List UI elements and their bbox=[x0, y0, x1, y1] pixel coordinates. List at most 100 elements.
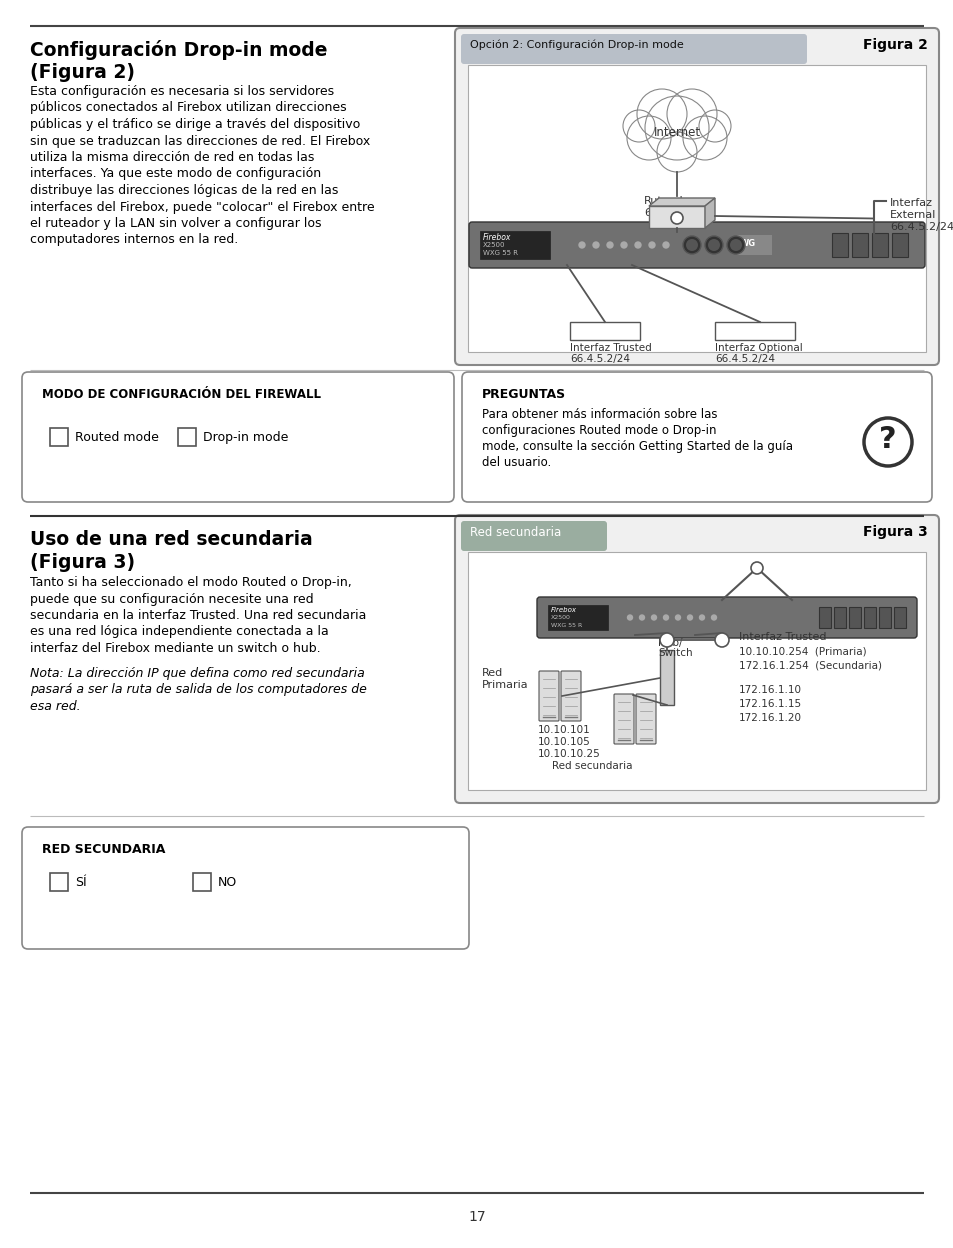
Circle shape bbox=[639, 615, 644, 620]
Circle shape bbox=[635, 242, 640, 248]
Text: External: External bbox=[889, 210, 936, 220]
Text: Internet: Internet bbox=[653, 126, 700, 140]
FancyBboxPatch shape bbox=[461, 372, 931, 502]
Text: es una red lógica independiente conectada a la: es una red lógica independiente conectad… bbox=[30, 625, 329, 639]
Circle shape bbox=[627, 615, 632, 620]
Text: Red secundaria: Red secundaria bbox=[470, 525, 560, 539]
Text: Figura 2: Figura 2 bbox=[862, 37, 927, 52]
Text: 10.10.101: 10.10.101 bbox=[537, 725, 590, 735]
Text: 10.10.105: 10.10.105 bbox=[537, 738, 590, 748]
Text: 66.4.5.1/24: 66.4.5.1/24 bbox=[643, 208, 707, 218]
Text: X2500: X2500 bbox=[482, 242, 505, 248]
FancyBboxPatch shape bbox=[460, 34, 806, 64]
Text: Configuración Drop-in mode: Configuración Drop-in mode bbox=[30, 40, 327, 60]
Bar bbox=[878, 607, 890, 628]
Bar bbox=[193, 874, 211, 891]
FancyBboxPatch shape bbox=[560, 671, 580, 721]
Text: computadores internos en la red.: computadores internos en la red. bbox=[30, 233, 238, 247]
Text: 17: 17 bbox=[468, 1211, 485, 1224]
Text: Opción 2: Configuración Drop-in mode: Opción 2: Configuración Drop-in mode bbox=[470, 39, 683, 50]
Circle shape bbox=[675, 615, 679, 620]
Bar bbox=[851, 233, 867, 257]
FancyBboxPatch shape bbox=[22, 827, 469, 948]
Bar bbox=[468, 65, 925, 352]
Circle shape bbox=[622, 110, 655, 142]
Circle shape bbox=[687, 615, 692, 620]
Circle shape bbox=[704, 236, 722, 255]
Text: SÍ: SÍ bbox=[75, 876, 87, 889]
Text: 10.10.10.254  (Primaria): 10.10.10.254 (Primaria) bbox=[739, 646, 865, 656]
Bar bbox=[871, 233, 887, 257]
Bar bbox=[50, 428, 68, 446]
Circle shape bbox=[659, 633, 673, 646]
Text: Interfaz: Interfaz bbox=[889, 198, 932, 208]
Circle shape bbox=[644, 96, 708, 160]
Text: 172.16.1.20: 172.16.1.20 bbox=[739, 713, 801, 723]
Text: Esta configuración es necesaria si los servidores: Esta configuración es necesaria si los s… bbox=[30, 85, 334, 99]
Bar bbox=[714, 322, 794, 339]
Text: Firebox: Firebox bbox=[551, 607, 577, 613]
Text: públicos conectados al Firebox utilizan direcciones: públicos conectados al Firebox utilizan … bbox=[30, 101, 346, 115]
Circle shape bbox=[682, 116, 726, 160]
Bar bbox=[178, 428, 195, 446]
Text: Drop-in mode: Drop-in mode bbox=[203, 431, 288, 444]
FancyBboxPatch shape bbox=[537, 597, 916, 638]
Text: MODO DE CONFIGURACIÓN DEL FIREWALL: MODO DE CONFIGURACIÓN DEL FIREWALL bbox=[42, 388, 320, 401]
Circle shape bbox=[648, 242, 655, 248]
Text: (Figura 2): (Figura 2) bbox=[30, 62, 135, 82]
Text: Figura 3: Figura 3 bbox=[862, 525, 927, 539]
Circle shape bbox=[657, 132, 697, 172]
Circle shape bbox=[685, 240, 698, 251]
Polygon shape bbox=[648, 198, 714, 206]
FancyBboxPatch shape bbox=[614, 694, 634, 744]
Text: esa red.: esa red. bbox=[30, 699, 81, 713]
Bar bbox=[479, 231, 550, 260]
Text: Routed mode: Routed mode bbox=[75, 431, 159, 444]
Circle shape bbox=[578, 242, 584, 248]
Text: distribuye las direcciones lógicas de la red en las: distribuye las direcciones lógicas de la… bbox=[30, 183, 338, 197]
Bar bbox=[848, 607, 861, 628]
Text: 66.4.5.2/24: 66.4.5.2/24 bbox=[889, 222, 953, 232]
Text: Interfaz Optional: Interfaz Optional bbox=[714, 343, 801, 353]
Bar bbox=[50, 874, 68, 891]
Text: interfaces. Ya que este modo de configuración: interfaces. Ya que este modo de configur… bbox=[30, 167, 321, 181]
FancyBboxPatch shape bbox=[469, 222, 924, 268]
Bar bbox=[569, 322, 639, 339]
Text: Uso de una red secundaria: Uso de una red secundaria bbox=[30, 530, 313, 549]
Bar bbox=[833, 607, 845, 628]
Circle shape bbox=[651, 615, 656, 620]
Text: Ruteador: Ruteador bbox=[643, 196, 695, 206]
Bar bbox=[468, 552, 925, 790]
Circle shape bbox=[620, 242, 626, 248]
FancyBboxPatch shape bbox=[538, 671, 558, 721]
Bar bbox=[547, 605, 607, 630]
Text: configuraciones Routed mode o Drop-in: configuraciones Routed mode o Drop-in bbox=[481, 424, 716, 437]
Bar bbox=[659, 650, 673, 705]
Text: secundaria en la interfaz Trusted. Una red secundaria: secundaria en la interfaz Trusted. Una r… bbox=[30, 609, 366, 622]
Text: WG: WG bbox=[740, 238, 756, 247]
Text: Red
Primaria: Red Primaria bbox=[481, 668, 528, 690]
FancyBboxPatch shape bbox=[636, 694, 656, 744]
Text: Nota: La dirección IP que defina como red secundaria: Nota: La dirección IP que defina como re… bbox=[30, 666, 364, 679]
Circle shape bbox=[666, 89, 717, 139]
Bar bbox=[893, 607, 905, 628]
Circle shape bbox=[729, 240, 741, 251]
Text: Red secundaria: Red secundaria bbox=[552, 761, 632, 771]
Circle shape bbox=[707, 240, 720, 251]
Circle shape bbox=[863, 418, 911, 466]
Text: X2500: X2500 bbox=[551, 615, 570, 620]
Circle shape bbox=[750, 562, 762, 574]
Text: 66.4.5.2/24: 66.4.5.2/24 bbox=[569, 354, 629, 364]
Circle shape bbox=[714, 633, 728, 646]
Text: WXG 55 R: WXG 55 R bbox=[551, 623, 581, 628]
Text: interfaces del Firebox, puede "colocar" el Firebox entre: interfaces del Firebox, puede "colocar" … bbox=[30, 201, 375, 213]
Text: Tanto si ha seleccionado el modo Routed o Drop-in,: Tanto si ha seleccionado el modo Routed … bbox=[30, 577, 352, 589]
Circle shape bbox=[662, 242, 668, 248]
Text: Hub/: Hub/ bbox=[658, 638, 681, 648]
Polygon shape bbox=[704, 198, 714, 228]
Circle shape bbox=[593, 242, 598, 248]
Text: interfaz del Firebox mediante un switch o hub.: interfaz del Firebox mediante un switch … bbox=[30, 641, 320, 655]
Text: NO: NO bbox=[218, 876, 237, 889]
Text: Firebox: Firebox bbox=[482, 233, 511, 242]
Circle shape bbox=[711, 615, 716, 620]
